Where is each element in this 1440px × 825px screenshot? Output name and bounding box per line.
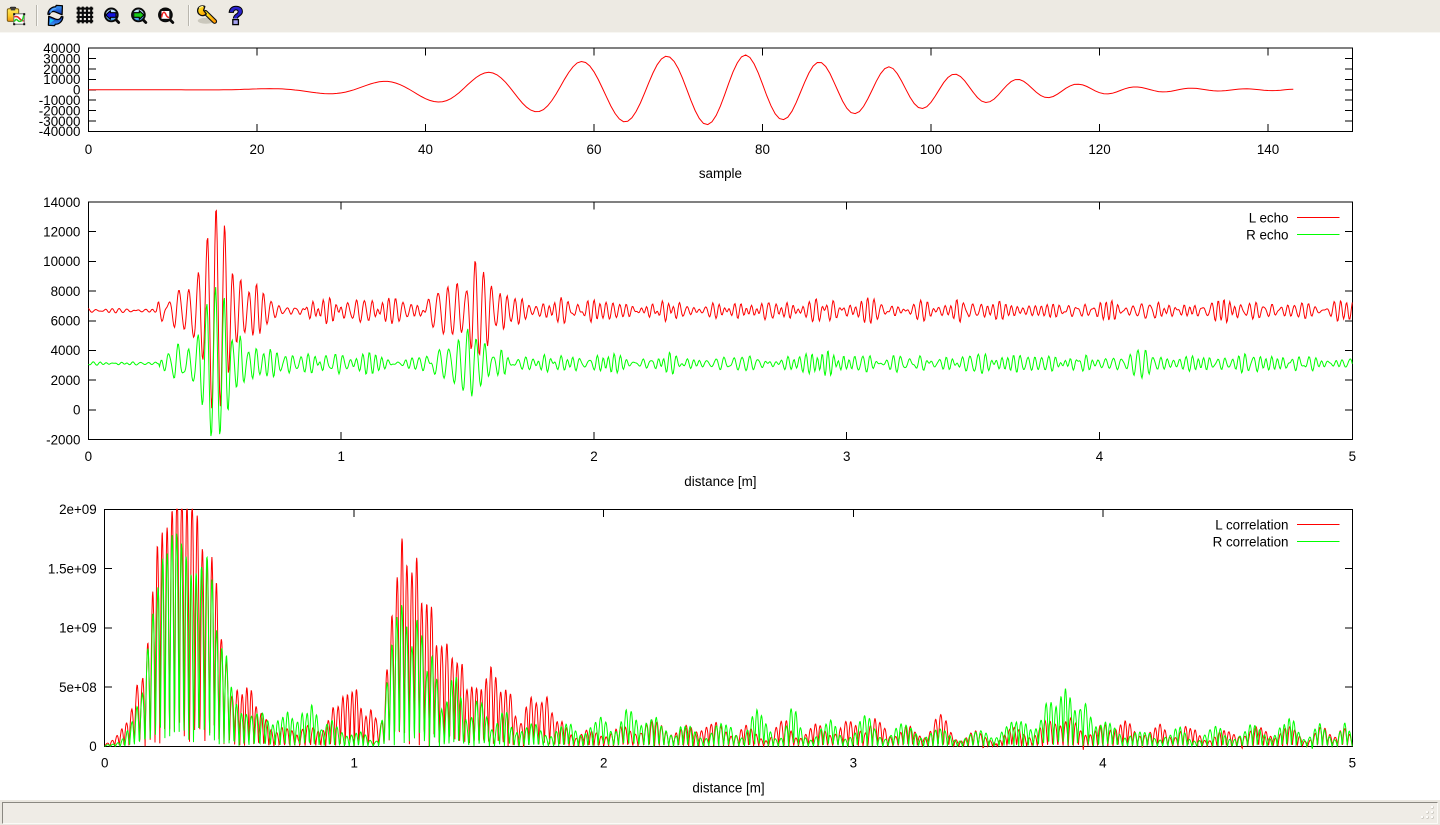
svg-text:100: 100	[920, 142, 942, 157]
svg-text:distance [m]: distance [m]	[684, 474, 756, 489]
svg-text:R echo: R echo	[1246, 227, 1288, 242]
svg-text:0: 0	[89, 739, 96, 754]
svg-text:120: 120	[1088, 142, 1110, 157]
svg-text:4: 4	[1096, 449, 1104, 464]
svg-text:distance [m]: distance [m]	[692, 781, 764, 796]
svg-text:20000: 20000	[43, 62, 80, 77]
svg-text:2e+09: 2e+09	[59, 502, 97, 517]
svg-text:2: 2	[600, 756, 607, 771]
svg-text:0: 0	[101, 756, 108, 771]
svg-text:8000: 8000	[51, 284, 81, 299]
svg-text:0: 0	[85, 449, 92, 464]
svg-text:10000: 10000	[43, 254, 80, 269]
svg-text:14000: 14000	[43, 195, 80, 210]
svg-text:R correlation: R correlation	[1213, 534, 1289, 549]
svg-text:-40000: -40000	[39, 124, 81, 139]
svg-text:20: 20	[250, 142, 265, 157]
svg-text:-2000: -2000	[46, 432, 80, 447]
svg-text:-20000: -20000	[39, 103, 81, 118]
svg-text:40000: 40000	[43, 41, 80, 56]
svg-text:40: 40	[418, 142, 433, 157]
svg-text:60: 60	[587, 142, 602, 157]
svg-text:sample: sample	[699, 166, 742, 181]
svg-text:80: 80	[755, 142, 770, 157]
svg-text:1: 1	[337, 449, 344, 464]
svg-text:L echo: L echo	[1249, 210, 1289, 225]
svg-text:2000: 2000	[51, 373, 81, 388]
svg-text:140: 140	[1257, 142, 1279, 157]
svg-text:L correlation: L correlation	[1215, 517, 1288, 532]
svg-text:1.5e+09: 1.5e+09	[48, 561, 97, 576]
svg-text:-10000: -10000	[39, 93, 81, 108]
svg-text:5: 5	[1349, 756, 1356, 771]
svg-text:4: 4	[1099, 756, 1107, 771]
svg-text:3: 3	[843, 449, 850, 464]
svg-text:0: 0	[73, 83, 80, 98]
svg-text:3: 3	[850, 756, 857, 771]
svg-text:30000: 30000	[43, 51, 80, 66]
svg-text:0: 0	[73, 403, 80, 418]
svg-text:1e+09: 1e+09	[59, 621, 97, 636]
svg-text:12000: 12000	[43, 225, 80, 240]
svg-text:5e+08: 5e+08	[59, 680, 97, 695]
svg-text:2: 2	[590, 449, 597, 464]
svg-text:6000: 6000	[51, 314, 81, 329]
svg-text:5: 5	[1349, 449, 1356, 464]
svg-text:0: 0	[85, 142, 92, 157]
svg-text:10000: 10000	[43, 72, 80, 87]
svg-text:4000: 4000	[51, 343, 81, 358]
svg-text:-30000: -30000	[39, 114, 81, 129]
svg-text:1: 1	[350, 756, 357, 771]
